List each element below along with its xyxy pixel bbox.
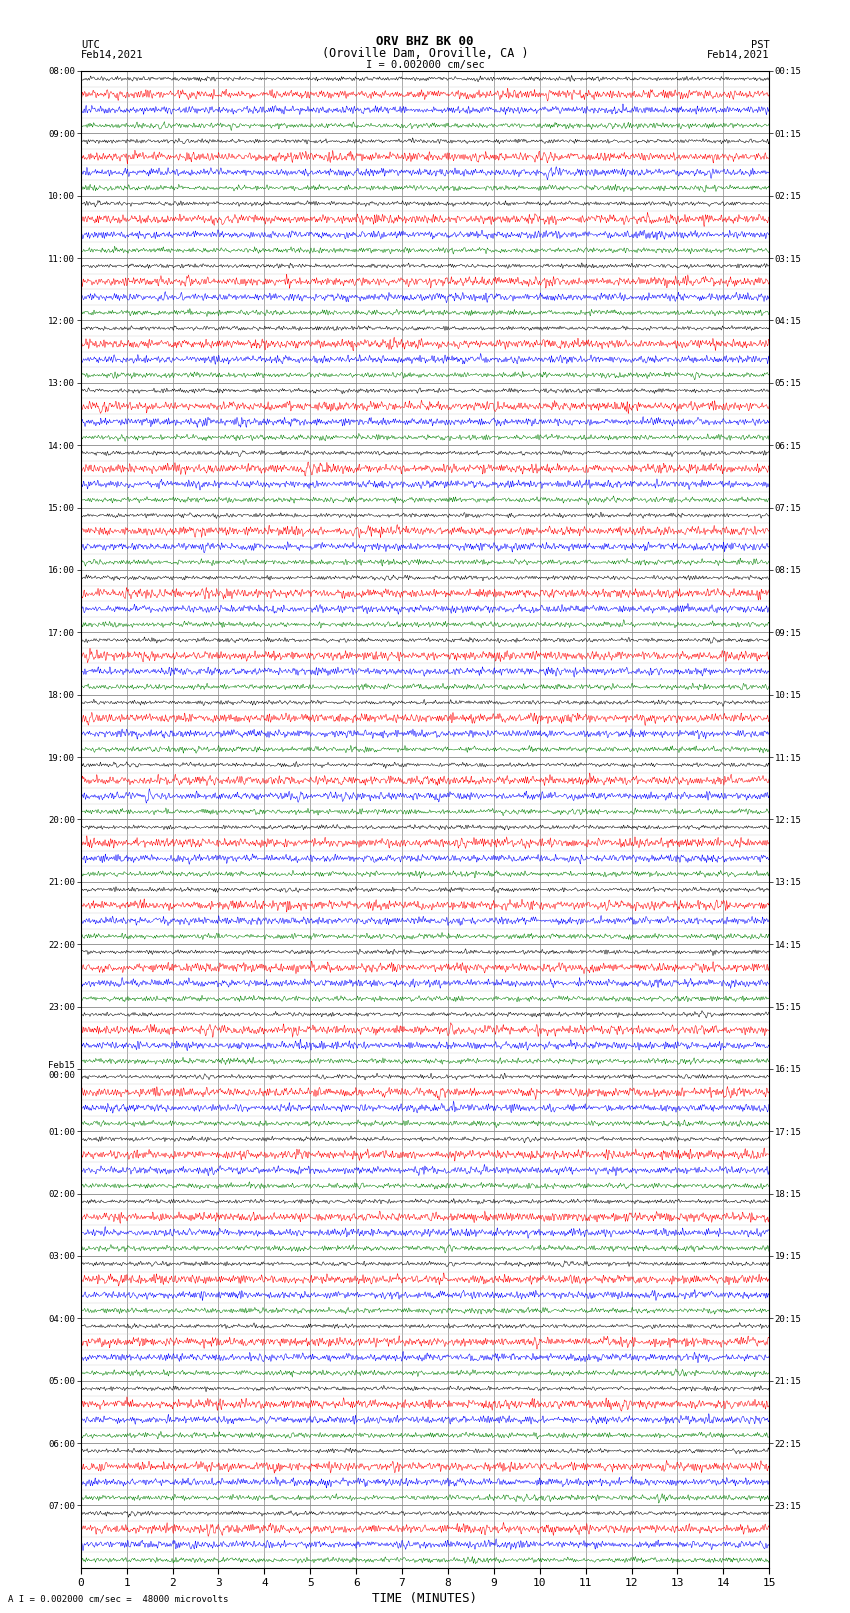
Text: I = 0.002000 cm/sec: I = 0.002000 cm/sec [366,60,484,69]
Text: (Oroville Dam, Oroville, CA ): (Oroville Dam, Oroville, CA ) [321,47,529,60]
Text: A I = 0.002000 cm/sec =  48000 microvolts: A I = 0.002000 cm/sec = 48000 microvolts [8,1594,229,1603]
Text: Feb14,2021: Feb14,2021 [706,50,769,60]
Text: UTC: UTC [81,40,99,50]
X-axis label: TIME (MINUTES): TIME (MINUTES) [372,1592,478,1605]
Text: ORV BHZ BK 00: ORV BHZ BK 00 [377,35,473,48]
Text: Feb14,2021: Feb14,2021 [81,50,144,60]
Text: PST: PST [751,40,769,50]
